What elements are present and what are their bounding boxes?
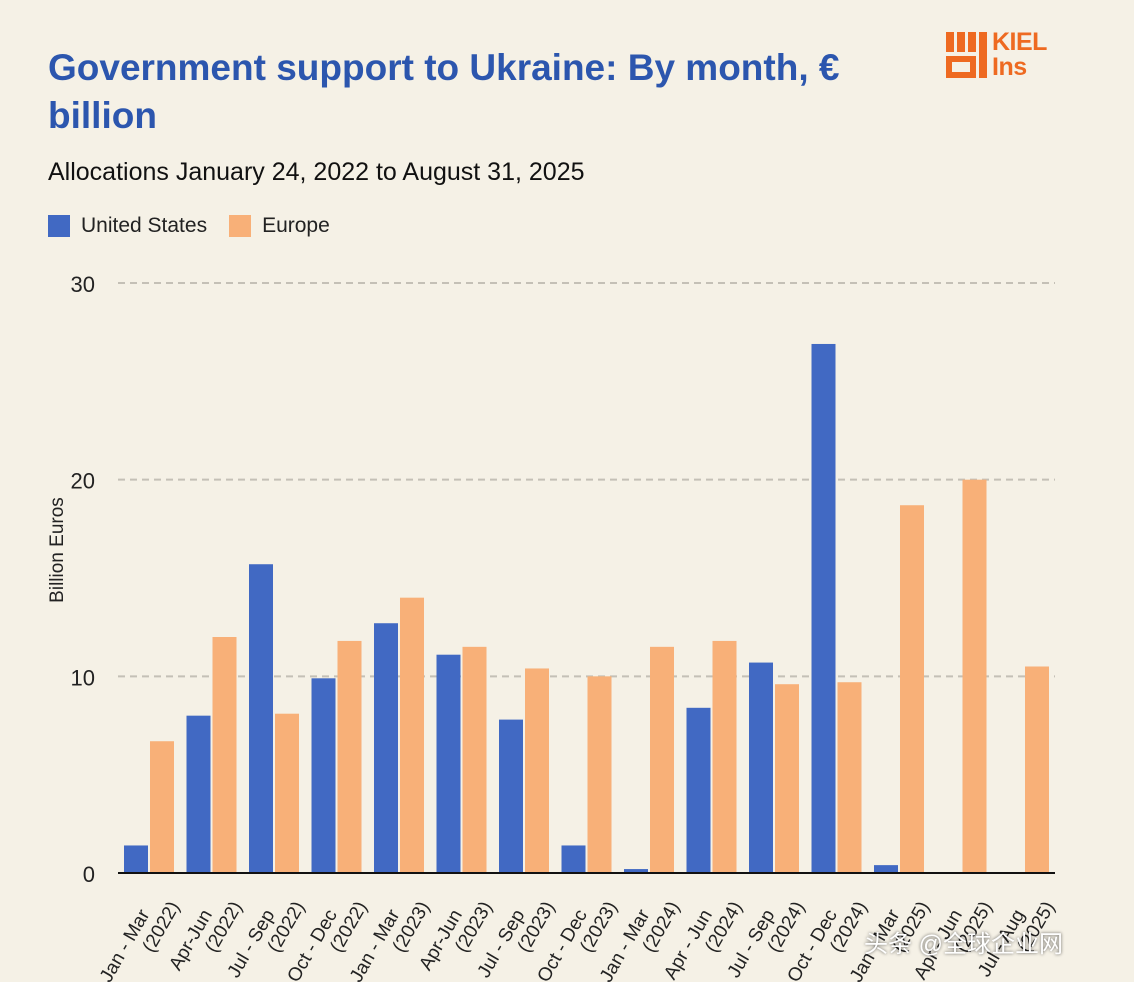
bar-united-states	[124, 845, 148, 873]
bar-united-states	[374, 623, 398, 873]
watermark: 头条 @全球企业网	[864, 931, 1064, 958]
kiel-logo: KIEL Ins	[946, 30, 1096, 82]
kiel-logo-line1: KIEL	[992, 28, 1047, 56]
bar-europe	[212, 637, 237, 873]
bar-united-states	[686, 707, 711, 873]
legend-swatch-europe	[229, 215, 252, 237]
bar-united-states	[436, 654, 461, 873]
legend-swatch-us	[48, 215, 70, 237]
bar-united-states	[311, 678, 336, 873]
bar-united-states	[249, 564, 273, 873]
bar-united-states	[561, 845, 586, 873]
bar-europe	[400, 597, 424, 873]
bar-united-states	[499, 719, 523, 873]
legend-label-europe: Europe	[262, 214, 330, 237]
page-subtitle: Allocations January 24, 2022 to August 3…	[48, 158, 585, 186]
y-tick-label: 10	[71, 665, 95, 690]
bar-europe	[525, 668, 549, 873]
bar-europe	[837, 682, 862, 873]
legend-item-us: United States	[48, 214, 207, 238]
bar-europe	[712, 640, 737, 873]
bar-europe	[275, 713, 299, 873]
bar-united-states	[811, 343, 836, 873]
y-tick-label: 30	[71, 272, 95, 297]
bar-europe	[1025, 666, 1049, 873]
y-tick-label: 0	[83, 862, 95, 887]
page-title: Government support to Ukraine: By month,…	[48, 47, 840, 136]
kiel-logo-text: KIEL Ins	[992, 30, 1047, 80]
bar-united-states	[624, 869, 648, 873]
bar-europe	[150, 741, 174, 873]
legend-label-us: United States	[81, 214, 208, 237]
kiel-logo-mark	[946, 32, 987, 78]
bar-europe	[962, 479, 987, 873]
kiel-logo-line2: Ins	[992, 53, 1027, 81]
bar-united-states	[749, 662, 773, 873]
y-tick-label: 20	[71, 469, 95, 494]
bar-europe	[775, 684, 799, 873]
bar-europe	[462, 646, 487, 873]
legend-item-europe: Europe	[229, 214, 330, 238]
bar-united-states	[874, 865, 898, 873]
y-axis-label: Billion Euros	[47, 497, 68, 603]
bar-europe	[650, 646, 674, 873]
bar-europe	[337, 640, 362, 873]
bar-europe	[900, 505, 924, 873]
bar-europe	[587, 676, 612, 873]
chart-legend: United States Europe	[48, 214, 352, 238]
bar-united-states	[186, 715, 211, 873]
